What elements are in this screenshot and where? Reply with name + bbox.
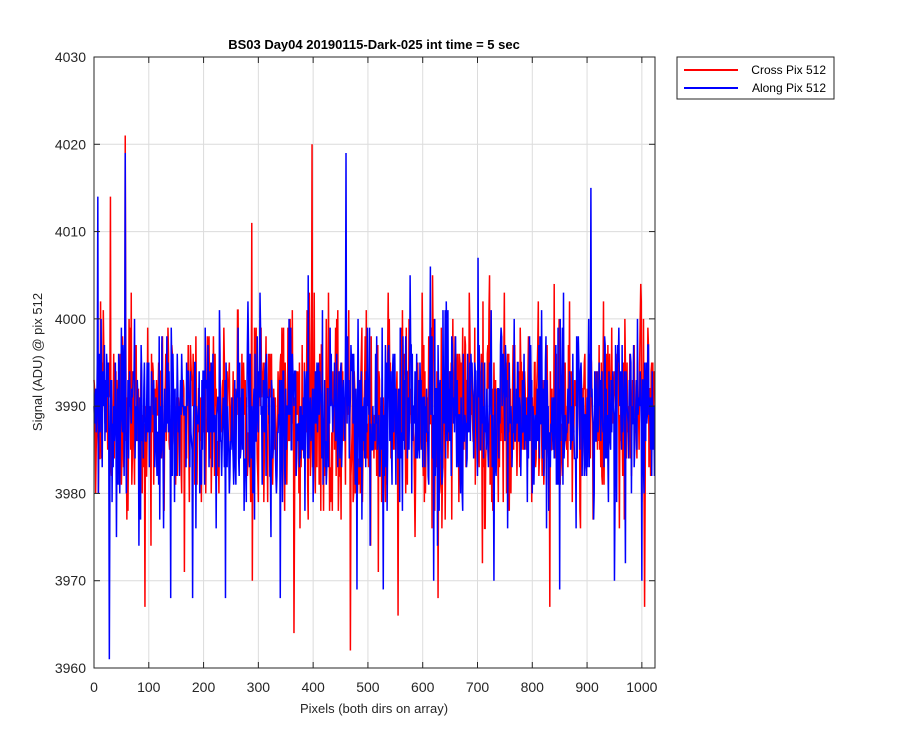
series-lines	[93, 135, 656, 660]
x-tick-labels: 0 100 200 300 400 500 600 700 800 900 1000	[90, 679, 658, 695]
x-tick-label: 1000	[626, 679, 657, 695]
y-tick-label: 4000	[55, 311, 86, 327]
chart-title: BS03 Day04 20190115-Dark-025 int time = …	[228, 37, 520, 52]
x-tick-label: 600	[411, 679, 435, 695]
y-tick-label: 4020	[55, 136, 86, 152]
x-tick-label: 400	[301, 679, 325, 695]
y-tick-label: 4030	[55, 49, 86, 65]
y-tick-label: 3990	[55, 398, 86, 414]
legend-box	[676, 56, 835, 100]
y-tick-label: 4010	[55, 224, 86, 240]
y-tick-labels: 3960 3970 3980 3990 4000 4010 4020 4030	[55, 49, 86, 676]
series-line-along-pix-512	[93, 153, 656, 660]
x-tick-label: 800	[521, 679, 545, 695]
x-tick-label: 0	[90, 679, 98, 695]
axis-ticks	[93, 56, 655, 669]
legend-label-along: Along Pix 512	[752, 81, 826, 95]
plot-frame	[93, 56, 656, 669]
y-tick-label: 3960	[55, 660, 86, 676]
x-tick-label: 900	[575, 679, 599, 695]
x-tick-label: 700	[466, 679, 490, 695]
y-tick-label: 3970	[55, 573, 86, 589]
legend-label-cross: Cross Pix 512	[751, 63, 826, 77]
x-tick-label: 300	[247, 679, 271, 695]
x-tick-label: 100	[137, 679, 161, 695]
legend: Cross Pix 512 Along Pix 512	[676, 56, 835, 100]
y-axis-label: Signal (ADU) @ pix 512	[30, 293, 45, 431]
y-tick-label: 3980	[55, 485, 86, 501]
x-axis-label: Pixels (both dirs on array)	[300, 701, 448, 716]
x-tick-label: 200	[192, 679, 216, 695]
x-tick-label: 500	[356, 679, 380, 695]
